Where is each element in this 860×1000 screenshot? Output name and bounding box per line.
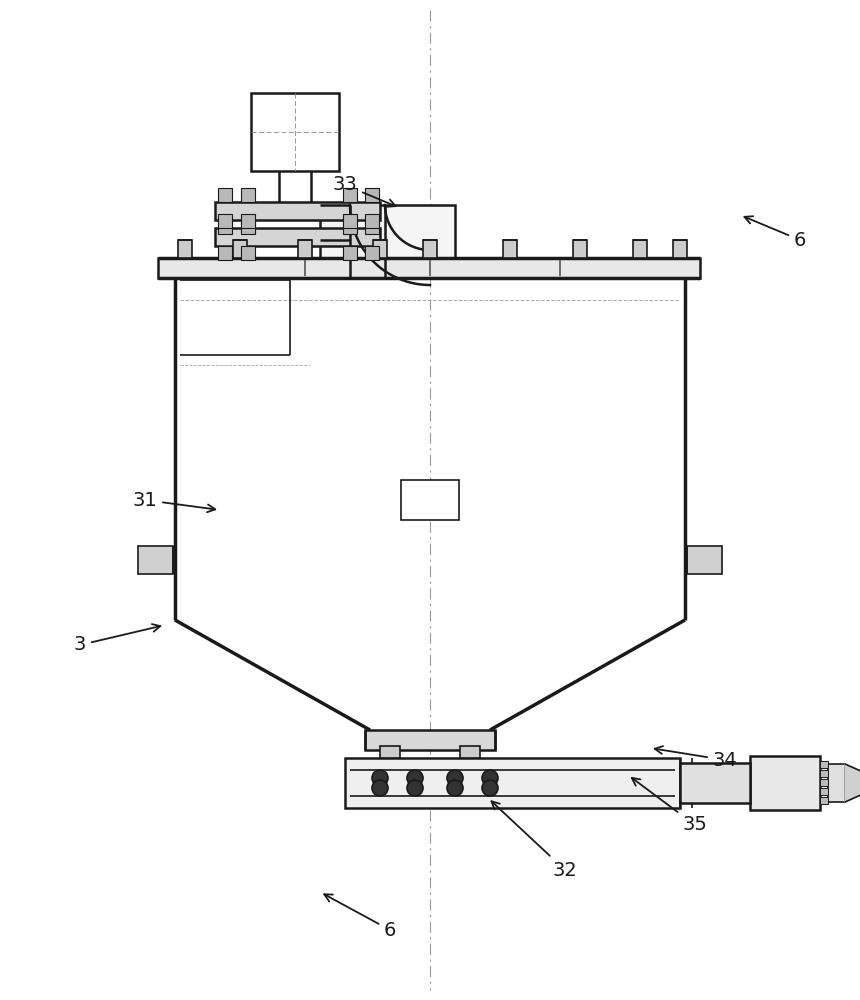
Bar (233, 240, 247, 258)
Text: 3: 3 (74, 624, 160, 654)
Bar (820, 761, 828, 768)
Bar (401, 480, 459, 520)
Bar (320, 205, 455, 258)
Bar (573, 240, 587, 258)
Text: 6: 6 (324, 894, 396, 940)
Circle shape (372, 770, 388, 786)
Polygon shape (845, 764, 860, 802)
Bar (365, 214, 379, 228)
Bar (820, 770, 828, 777)
Bar (380, 746, 400, 758)
Bar (680, 763, 750, 803)
Text: 33: 33 (333, 176, 396, 207)
Text: 32: 32 (492, 801, 577, 880)
Bar (343, 214, 357, 228)
Bar (218, 246, 232, 260)
Text: 34: 34 (654, 746, 737, 770)
Bar (218, 188, 232, 202)
Bar (241, 246, 255, 260)
Bar (138, 546, 173, 574)
Bar (365, 730, 495, 750)
Bar (673, 240, 687, 258)
Bar (298, 240, 312, 258)
Bar (750, 756, 820, 810)
Circle shape (482, 780, 498, 796)
Text: 35: 35 (632, 778, 708, 834)
Bar (343, 220, 357, 234)
Bar (345, 758, 680, 808)
Bar (218, 220, 232, 234)
Bar (373, 240, 387, 258)
Bar (820, 779, 828, 786)
Circle shape (407, 780, 423, 796)
Bar (215, 228, 380, 246)
Bar (423, 240, 437, 258)
Bar (820, 797, 828, 804)
Bar (178, 240, 192, 258)
Bar (343, 246, 357, 260)
Bar (633, 240, 647, 258)
Bar (365, 220, 379, 234)
Circle shape (482, 770, 498, 786)
Text: 31: 31 (132, 490, 215, 512)
Bar (218, 214, 232, 228)
Bar (215, 202, 380, 220)
Bar (241, 188, 255, 202)
Bar (460, 746, 480, 758)
Bar (503, 240, 517, 258)
Circle shape (407, 770, 423, 786)
Bar (365, 246, 379, 260)
Bar (241, 220, 255, 234)
Bar (365, 188, 379, 202)
Text: 6: 6 (745, 216, 806, 249)
Bar (828, 764, 845, 802)
Bar (241, 214, 255, 228)
Bar (251, 93, 339, 171)
Circle shape (447, 780, 463, 796)
Bar (820, 788, 828, 795)
Circle shape (447, 770, 463, 786)
Bar (343, 188, 357, 202)
Bar (158, 258, 700, 278)
Circle shape (372, 780, 388, 796)
Bar (687, 546, 722, 574)
